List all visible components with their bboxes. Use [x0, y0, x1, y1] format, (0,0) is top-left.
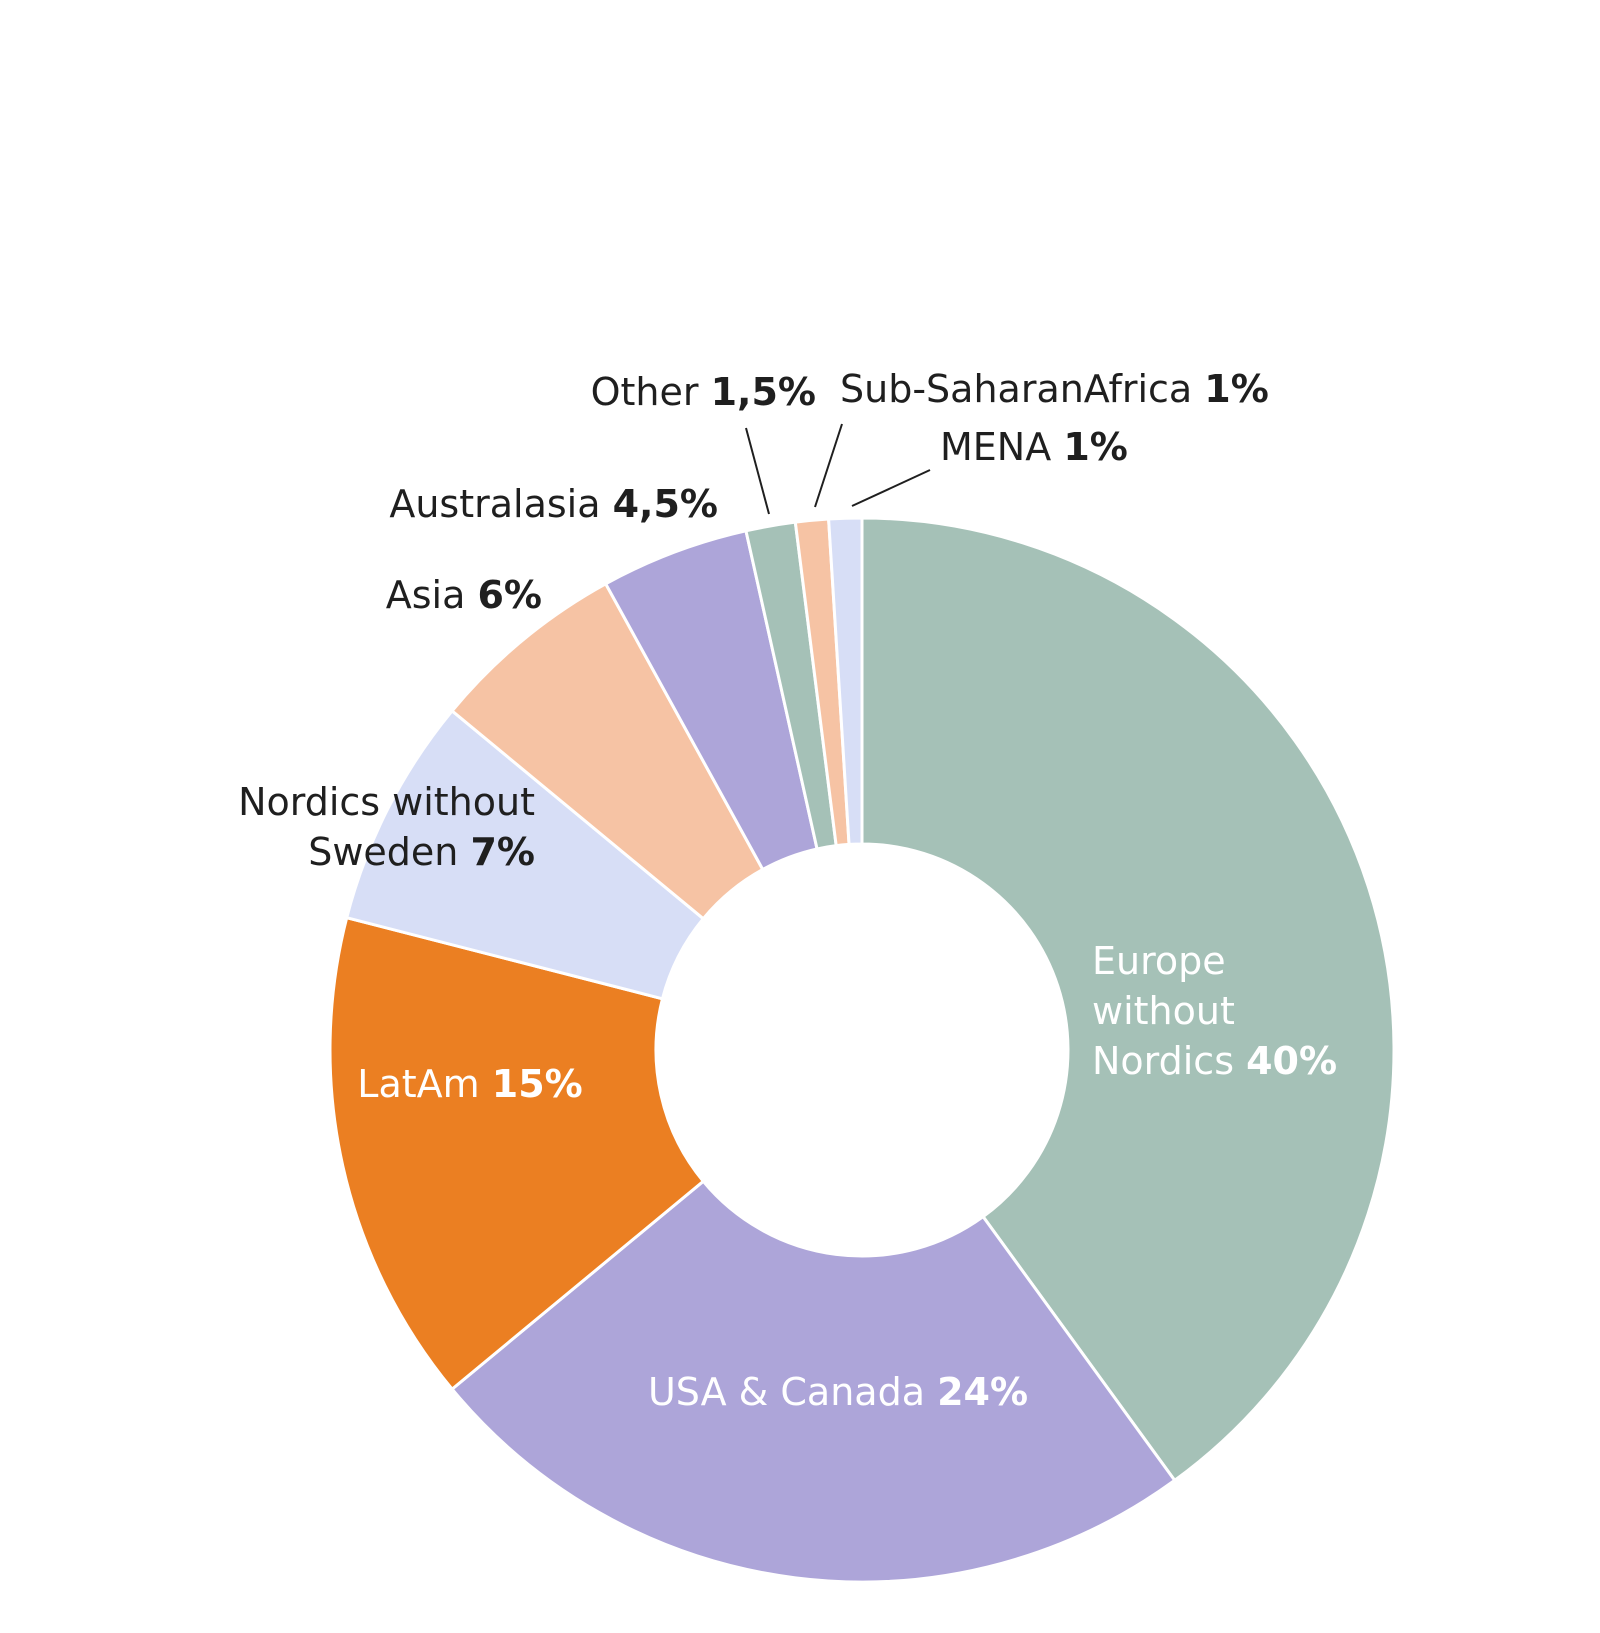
label-other: Other 1,5%	[591, 370, 816, 414]
donut-slices	[328, 516, 1396, 1584]
label-usa-canada: USA & Canada 24%	[648, 1370, 1028, 1414]
label-value: 1,5%	[711, 370, 816, 414]
label-line: LatAm 15%	[357, 1062, 582, 1106]
slice-usa-canada	[449, 1179, 1177, 1584]
label-line: Asia 6%	[386, 573, 542, 617]
label-value: 6%	[477, 573, 542, 617]
label-line: without	[1092, 989, 1235, 1033]
label-line: USA & Canada 24%	[648, 1370, 1028, 1414]
label-line: Other 1,5%	[591, 370, 816, 414]
label-value: 15%	[492, 1062, 583, 1106]
slice-mena	[827, 516, 864, 846]
label-line: Australasia 4,5%	[389, 482, 718, 526]
label-line: Sub-SaharanAfrica 1%	[840, 367, 1269, 411]
label-value: 4,5%	[613, 482, 718, 526]
label-line: MENA 1%	[940, 425, 1128, 469]
label-nordics-without-sweden: Nordics without Sweden 7%	[238, 780, 535, 874]
label-australasia: Australasia 4,5%	[389, 482, 718, 526]
label-value: 24%	[937, 1370, 1028, 1414]
slice-latam	[328, 915, 706, 1392]
slice-labels: Europe without Nordics 40% USA & Canada 24%…	[238, 367, 1337, 1414]
leader-sub-saharanafrica	[814, 423, 843, 508]
leader-mena	[851, 469, 931, 507]
label-line: Sweden 7%	[308, 830, 535, 874]
label-line: Europe	[1092, 939, 1226, 983]
label-europe-without-nordics: Europe without Nordics 40%	[1092, 939, 1337, 1083]
label-line: Nordics without	[238, 780, 535, 824]
leader-lines	[745, 423, 931, 515]
slice-europe-without-nordics	[860, 516, 1396, 1483]
label-value: 1%	[1063, 425, 1128, 469]
label-value: 7%	[470, 830, 535, 874]
label-value: 1%	[1204, 367, 1269, 411]
label-mena: MENA 1%	[940, 425, 1128, 469]
label-sub-saharanafrica: Sub-SaharanAfrica 1%	[840, 367, 1269, 411]
label-value: 40%	[1246, 1039, 1337, 1083]
label-latam: LatAm 15%	[357, 1062, 582, 1106]
label-line: Nordics 40%	[1092, 1039, 1337, 1083]
slice-nordics-without-sweden	[344, 708, 706, 1001]
leader-other	[745, 427, 770, 515]
label-asia: Asia 6%	[386, 573, 542, 617]
